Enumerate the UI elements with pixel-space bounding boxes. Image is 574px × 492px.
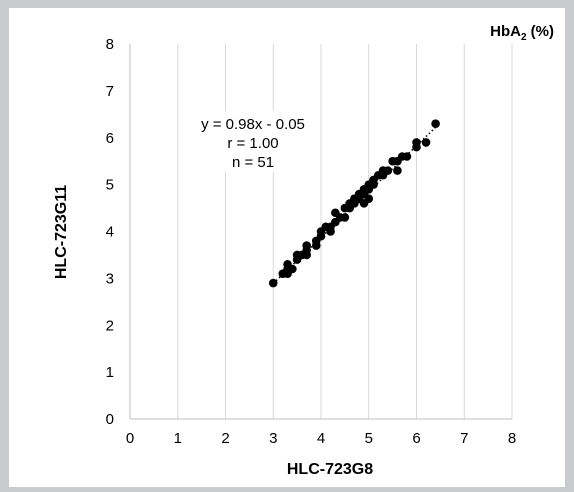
y-axis-label: HLC-723G11 [53,185,70,279]
data-point [393,166,402,175]
y-tick-label: 0 [106,411,114,428]
x-tick-label: 2 [221,430,229,447]
title-main: HbA [490,23,521,40]
y-tick-label: 5 [106,177,114,194]
title-suffix: (%) [527,23,555,40]
data-point [288,264,297,274]
x-tick-label: 0 [126,430,134,447]
y-tick-label: 1 [106,364,114,381]
chart-title: HbA2 (%) [490,23,554,43]
x-tick-label: 7 [460,430,468,447]
y-tick-label: 4 [106,224,114,241]
title-subscript: 2 [521,32,527,43]
data-point [383,166,393,175]
data-point [412,138,421,147]
y-tick-label: 8 [106,36,114,53]
data-point [364,194,374,203]
x-tick-labels: 0 1 2 3 4 5 6 7 8 [126,430,516,447]
x-tick-label: 1 [174,430,182,447]
axes [129,44,512,420]
y-tick-label: 2 [106,317,114,334]
data-point [326,227,335,236]
x-tick-label: 3 [269,430,277,447]
data-point [421,138,431,147]
y-tick-labels: 0 1 2 3 4 5 6 7 8 [106,36,114,428]
x-tick-label: 6 [412,430,420,447]
x-tick-label: 4 [317,430,325,447]
sample-count: n = 51 [232,154,274,171]
y-tick-label: 3 [106,270,114,287]
data-point [302,250,311,260]
regression-equation: y = 0.98x - 0.05 [201,116,305,133]
data-points [268,119,440,288]
x-axis-label: HLC-723G8 [287,461,373,478]
x-tick-label: 8 [508,430,516,447]
data-point [402,152,412,161]
annotation-box [186,111,320,172]
gridlines [177,44,513,419]
y-tick-label: 6 [106,130,114,147]
data-point [302,241,311,250]
data-point [268,278,278,288]
y-tick-label: 7 [106,83,114,100]
data-point [340,213,350,222]
data-point [311,241,321,250]
x-tick-label: 5 [365,430,373,447]
data-point [431,119,440,128]
correlation-coefficient: r = 1.00 [227,135,278,152]
